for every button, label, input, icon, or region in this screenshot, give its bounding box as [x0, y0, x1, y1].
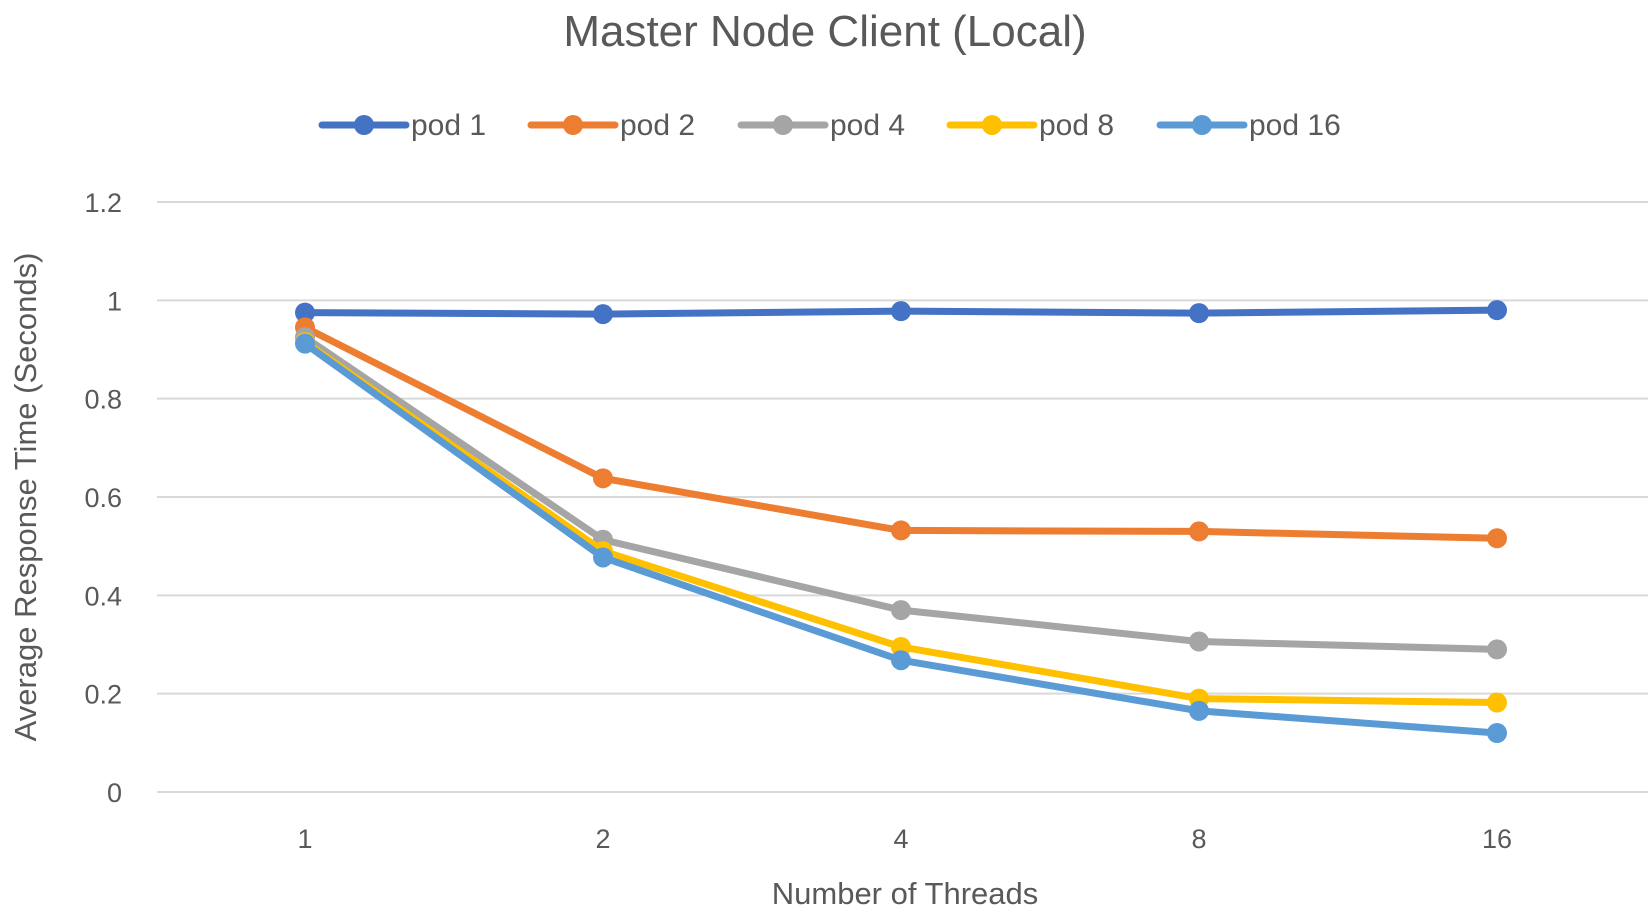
x-tick-label: 4 — [893, 824, 908, 854]
series-pod-1 — [295, 300, 1507, 325]
data-point — [1487, 692, 1507, 713]
data-point — [295, 302, 315, 323]
data-point — [1189, 303, 1209, 324]
legend-label: pod 1 — [411, 109, 486, 142]
data-point — [295, 333, 315, 354]
legend-marker-icon — [354, 115, 374, 135]
legend-item: pod 2 — [527, 109, 695, 142]
data-point — [593, 468, 613, 489]
y-tick-label: 0.8 — [84, 385, 122, 415]
data-point — [593, 304, 613, 325]
data-point — [1487, 639, 1507, 660]
x-tick-label: 8 — [1191, 824, 1206, 854]
series-group — [295, 300, 1507, 743]
series-line — [301, 323, 1501, 542]
x-axis-ticks: 1 2 4 8 16 — [297, 824, 1512, 854]
legend-marker-icon — [563, 115, 583, 135]
legend-item: pod 16 — [1156, 109, 1341, 142]
data-point — [593, 547, 613, 568]
x-tick-label: 1 — [297, 824, 312, 854]
data-point — [891, 650, 911, 671]
data-point — [891, 600, 911, 621]
data-point — [1487, 528, 1507, 549]
data-point — [891, 520, 911, 541]
x-tick-label: 16 — [1482, 824, 1512, 854]
series-pod-4 — [295, 327, 1507, 660]
legend-marker-icon — [773, 115, 793, 135]
data-point — [1189, 631, 1209, 652]
data-point — [1189, 521, 1209, 542]
y-tick-label: 0.4 — [84, 581, 122, 611]
y-axis-title: Average Response Time (Seconds) — [8, 253, 43, 742]
series-pod-2 — [295, 317, 1507, 549]
legend-item: pod 1 — [318, 109, 486, 142]
data-point — [1189, 700, 1209, 721]
data-point — [1487, 723, 1507, 743]
legend-item: pod 8 — [946, 109, 1114, 142]
legend-marker-icon — [1192, 115, 1212, 135]
y-tick-label: 0.2 — [84, 680, 122, 710]
data-point — [891, 301, 911, 322]
legend-label: pod 8 — [1039, 109, 1114, 142]
y-tick-label: 0 — [107, 778, 122, 808]
legend-marker-icon — [982, 115, 1002, 135]
y-tick-label: 0.6 — [84, 483, 122, 513]
gridlines — [157, 201, 1648, 793]
x-tick-label: 2 — [595, 824, 610, 854]
x-axis-title: Number of Threads — [772, 876, 1039, 911]
legend-label: pod 16 — [1249, 109, 1341, 142]
y-axis-ticks: 0 0.2 0.4 0.6 0.8 1 1.2 — [84, 188, 122, 808]
legend-label: pod 4 — [830, 109, 905, 142]
legend-label: pod 2 — [620, 109, 695, 142]
y-tick-label: 1 — [107, 286, 122, 316]
legend: pod 1 pod 2 pod 4 pod 8 pod 16 — [318, 109, 1341, 142]
y-tick-label: 1.2 — [84, 188, 122, 218]
series-pod-16 — [295, 333, 1507, 743]
chart-title: Master Node Client (Local) — [563, 7, 1086, 56]
data-point — [1487, 300, 1507, 321]
legend-item: pod 4 — [737, 109, 905, 142]
